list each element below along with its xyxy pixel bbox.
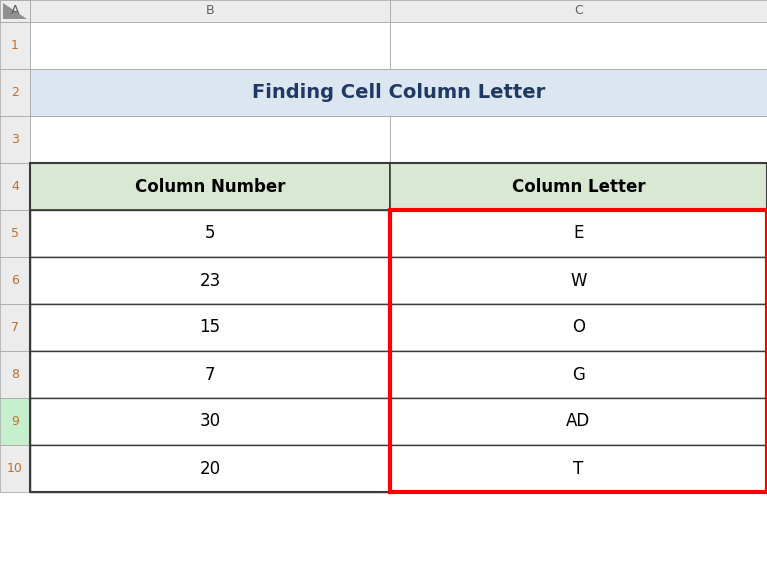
- Text: A: A: [11, 5, 19, 18]
- Bar: [30, 445, 390, 492]
- Bar: [0, 22, 30, 69]
- Bar: [0, 304, 30, 351]
- Bar: [30, 69, 767, 116]
- Text: C: C: [574, 5, 583, 18]
- Bar: [390, 116, 767, 163]
- Bar: [30, 351, 390, 398]
- Bar: [0, 445, 30, 492]
- Bar: [0, 0, 30, 22]
- Bar: [390, 304, 767, 351]
- Bar: [30, 257, 390, 304]
- Bar: [30, 351, 390, 398]
- Bar: [30, 116, 390, 163]
- Polygon shape: [3, 3, 27, 19]
- Bar: [30, 304, 390, 351]
- Text: T: T: [574, 460, 584, 478]
- Bar: [0, 0, 30, 22]
- Bar: [390, 210, 767, 257]
- Bar: [390, 445, 767, 492]
- Text: 4: 4: [11, 180, 19, 193]
- Bar: [30, 0, 390, 22]
- Bar: [390, 257, 767, 304]
- Bar: [390, 351, 767, 398]
- Bar: [390, 22, 767, 69]
- Bar: [390, 69, 767, 116]
- Text: 1: 1: [11, 39, 19, 52]
- Bar: [390, 351, 767, 398]
- Bar: [390, 445, 767, 492]
- Text: 8: 8: [11, 368, 19, 381]
- Text: Finding Cell Column Letter: Finding Cell Column Letter: [252, 83, 545, 102]
- Text: 3: 3: [11, 133, 19, 146]
- Text: 5: 5: [205, 224, 216, 243]
- Text: 9: 9: [11, 415, 19, 428]
- Bar: [0, 257, 30, 304]
- Bar: [390, 163, 767, 210]
- Text: 7: 7: [205, 365, 216, 383]
- Text: 30: 30: [199, 412, 221, 431]
- Bar: [0, 163, 30, 210]
- Bar: [390, 398, 767, 445]
- Bar: [390, 210, 767, 257]
- Bar: [0, 398, 30, 445]
- Text: 2: 2: [11, 86, 19, 99]
- Bar: [30, 445, 390, 492]
- Bar: [30, 210, 390, 257]
- Text: O: O: [572, 319, 585, 336]
- Bar: [30, 304, 390, 351]
- Bar: [30, 398, 390, 445]
- Text: 5: 5: [11, 227, 19, 240]
- Bar: [30, 210, 390, 257]
- Bar: [0, 116, 30, 163]
- Text: W: W: [570, 272, 587, 290]
- Bar: [30, 257, 390, 304]
- Bar: [0, 210, 30, 257]
- Bar: [390, 398, 767, 445]
- Text: 10: 10: [7, 462, 23, 475]
- Text: G: G: [572, 365, 585, 383]
- Bar: [30, 163, 390, 210]
- Bar: [30, 22, 390, 69]
- Bar: [0, 69, 30, 116]
- Bar: [30, 69, 390, 116]
- Bar: [390, 163, 767, 210]
- Text: 23: 23: [199, 272, 221, 290]
- Bar: [30, 163, 390, 210]
- Bar: [390, 304, 767, 351]
- Bar: [390, 210, 767, 492]
- Text: B: B: [206, 5, 214, 18]
- Text: Column Number: Column Number: [135, 177, 285, 195]
- Text: AD: AD: [566, 412, 591, 431]
- Text: 7: 7: [11, 321, 19, 334]
- Bar: [0, 351, 30, 398]
- Text: 20: 20: [199, 460, 221, 478]
- Bar: [30, 398, 390, 445]
- Text: 6: 6: [11, 274, 19, 287]
- Text: E: E: [573, 224, 584, 243]
- Text: Column Letter: Column Letter: [512, 177, 645, 195]
- Bar: [390, 257, 767, 304]
- Bar: [390, 0, 767, 22]
- Text: 15: 15: [199, 319, 221, 336]
- Bar: [30, 163, 767, 492]
